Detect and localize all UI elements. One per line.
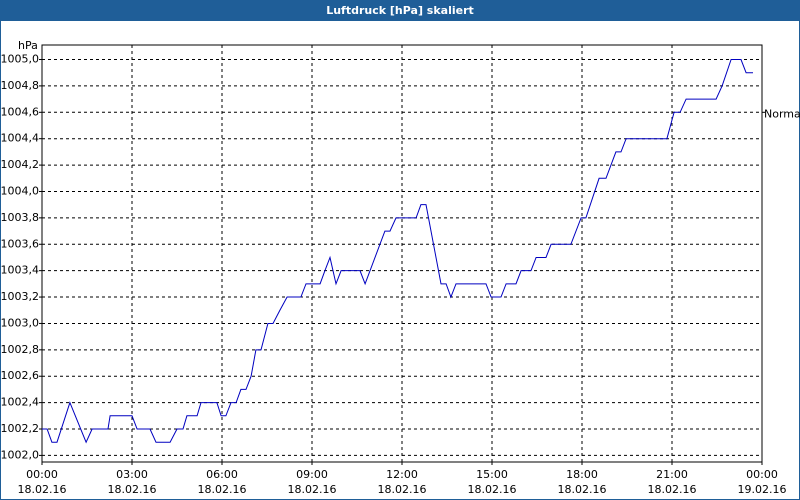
y-tick-label: 1002,8: [1, 343, 40, 356]
x-tick-label: 12:00: [386, 468, 418, 481]
x-tick-date: 18.02.16: [558, 483, 607, 496]
y-tick-label: 1004,2: [1, 158, 40, 171]
x-tick-date: 18.02.16: [108, 483, 157, 496]
plot-frame: [41, 44, 763, 463]
y-tick-label: 1004,0: [1, 184, 40, 197]
x-tick-label: 21:00: [656, 468, 688, 481]
x-tick-label: 09:00: [296, 468, 328, 481]
y-axis-label: hPa: [18, 39, 38, 52]
window-border: [0, 20, 800, 500]
line-series: [42, 59, 753, 444]
y-tick-label: 1002,4: [1, 396, 40, 409]
y-tick-label: 1003,8: [1, 211, 40, 224]
x-tick-date: 18.02.16: [468, 483, 517, 496]
y-tick-label: 1003,4: [1, 264, 40, 277]
chart-title: Luftdruck [hPa] skaliert: [326, 4, 474, 17]
y-tick-label: 1003,0: [1, 316, 40, 329]
y-tick-label: 1004,6: [1, 105, 40, 118]
x-tick-date: 18.02.16: [378, 483, 427, 496]
y-tick-label: 1002,0: [1, 448, 40, 461]
y-tick-label: 1002,6: [1, 369, 40, 382]
x-tick-label: 06:00: [206, 468, 238, 481]
x-tick-date: 18.02.16: [648, 483, 697, 496]
y-tick-label: 1004,8: [1, 79, 40, 92]
x-tick-date: 18.02.16: [288, 483, 337, 496]
y-tick-label: 1004,4: [1, 132, 40, 145]
y-tick-label: 1003,2: [1, 290, 40, 303]
x-tick-label: 15:00: [476, 468, 508, 481]
x-tick-label: 00:00: [26, 468, 58, 481]
x-tick-label: 03:00: [116, 468, 148, 481]
y-tick-label: 1002,2: [1, 422, 40, 435]
title-bar: [0, 0, 800, 20]
y-tick-label: 1005,0: [1, 53, 40, 66]
x-tick-date: 18.02.16: [198, 483, 247, 496]
x-tick-label: 18:00: [566, 468, 598, 481]
y-tick-label: 1003,6: [1, 237, 40, 250]
x-tick-date: 18.02.16: [18, 483, 67, 496]
x-tick-label: 00:00: [746, 468, 778, 481]
x-tick-date: 19.02.16: [738, 483, 787, 496]
annotation: Normal: [764, 107, 800, 120]
